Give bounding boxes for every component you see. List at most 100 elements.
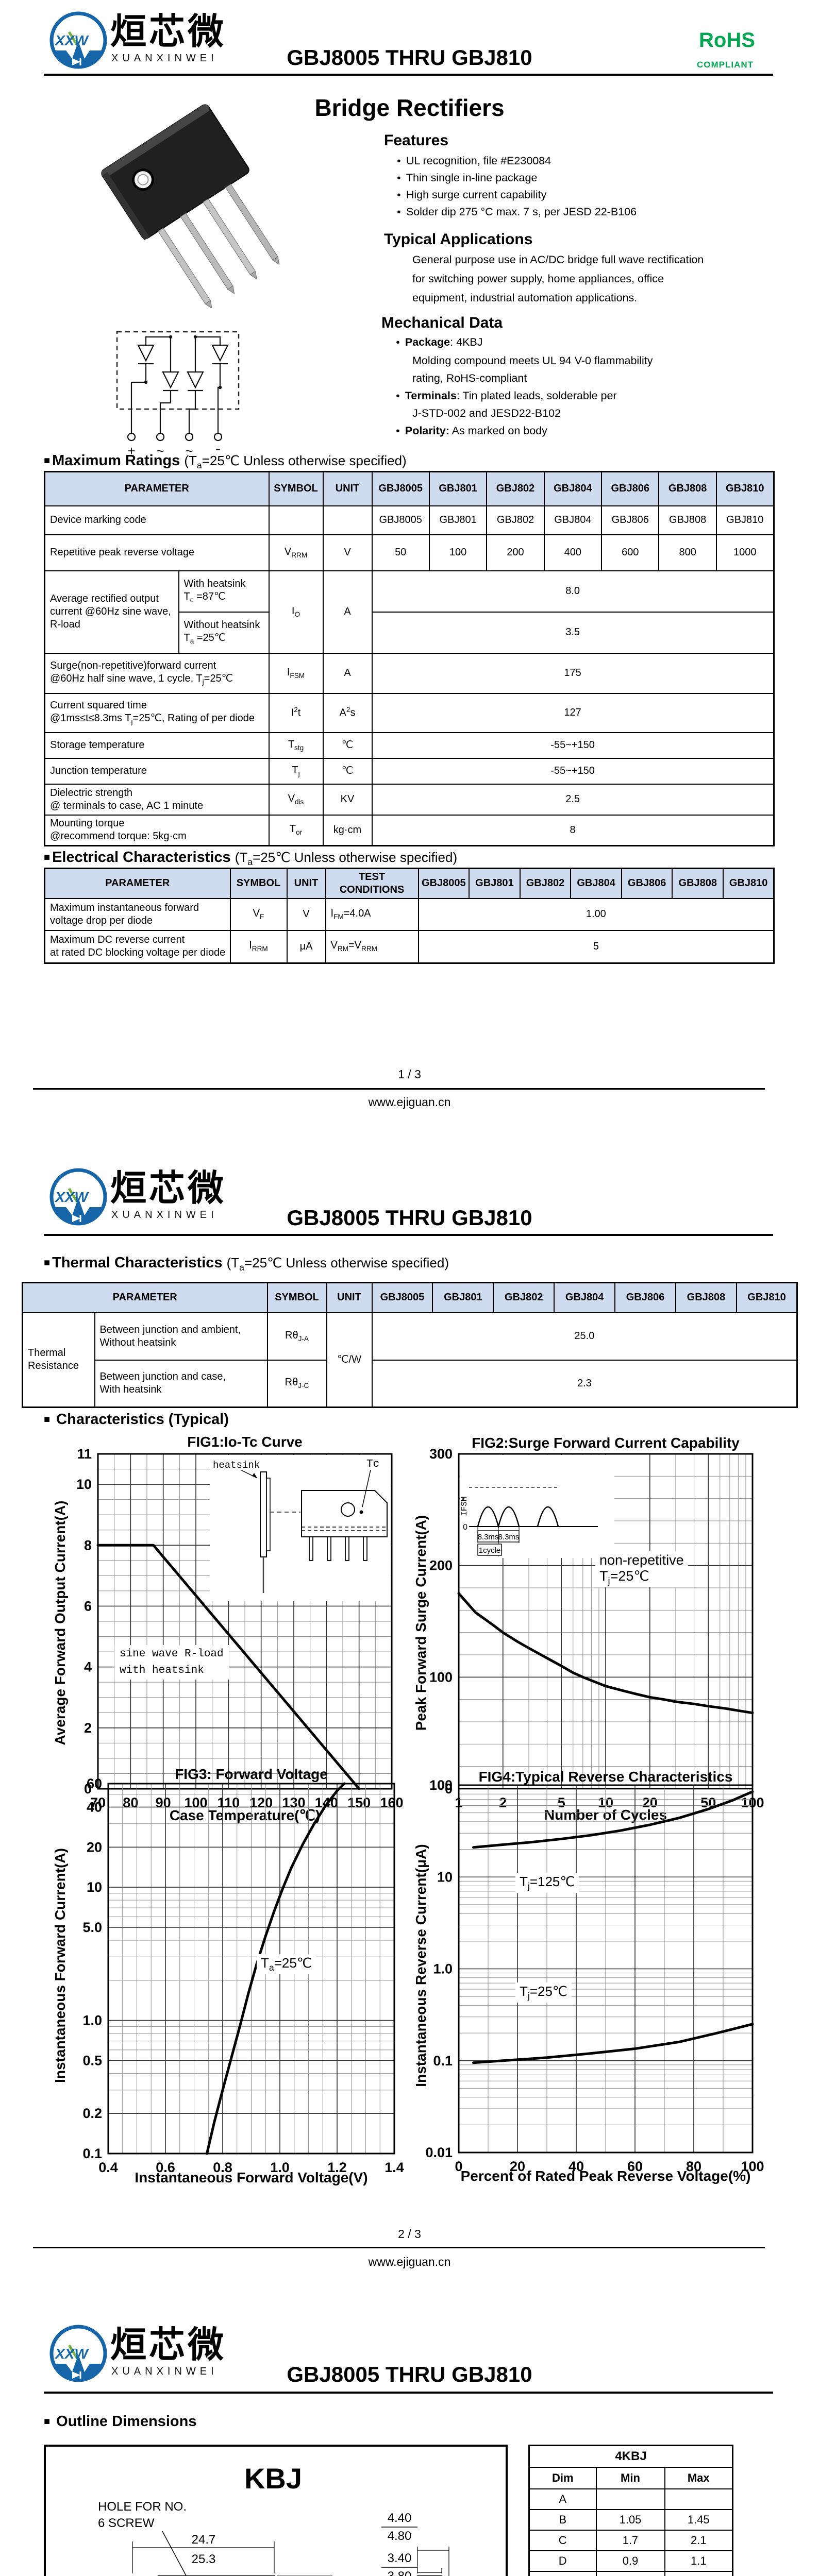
table-header-cell: PARAMETER (44, 471, 270, 506)
table-header-cell: Max (664, 2466, 733, 2489)
ifsm-label: IFSM (460, 1497, 469, 1516)
logo-block: XXW (47, 9, 109, 76)
table-cell: A2s (322, 692, 373, 733)
brand-name-en: XUANXINWEI (111, 2366, 218, 2377)
svg-text:300: 300 (429, 1446, 453, 1462)
outline-heading: ■ Outline Dimensions (44, 2413, 197, 2430)
fig3-chart: 0.4 0.6 0.8 1.0 1.2 1.4 0.1 0.2 0.5 1.0 5.0 10 20 40 6… (82, 1777, 404, 2175)
table-cell: 1.00 (417, 897, 775, 931)
table-cell: 50 (371, 534, 430, 571)
logo-monogram: XXW (54, 2346, 89, 2362)
package-name-label: KBJ (244, 2462, 302, 2495)
svg-text:60: 60 (87, 1777, 102, 1791)
mechanical-item-line: rating, RoHS-compliant (412, 372, 527, 384)
bullet-icon: ● (397, 191, 401, 198)
svg-text:80: 80 (686, 2159, 701, 2174)
table-cell: GBJ802 (486, 505, 545, 535)
svg-text:0.2: 0.2 (82, 2106, 102, 2121)
dim-max: 3.80 (388, 2569, 412, 2576)
table-header-cell: GBJ806 (614, 1282, 676, 1313)
doc-title: GBJ8005 THRU GBJ810 (287, 1206, 532, 1230)
table-header-cell: GBJ808 (675, 1282, 737, 1313)
svg-text:90: 90 (156, 1795, 171, 1810)
table-header-cell: GBJ810 (715, 471, 775, 506)
website-link-wrap: www.ejiguan.cn (0, 1095, 819, 1109)
electrical-table: PARAMETER SYMBOL UNIT TEST CONDITIONS GBJ80… (44, 868, 775, 964)
table-cell: Maximum instantaneous forward voltage dro… (44, 897, 231, 931)
tc-label: Tc (366, 1459, 379, 1470)
table-cell: kg·cm (322, 814, 373, 846)
brand-name-cn: 烜芯微 (110, 11, 226, 52)
table-header-cell: GBJ8005 (371, 471, 430, 506)
features-title: Features (384, 132, 449, 149)
page-1: XXW 烜芯微 XUANXINWEI GBJ8005 THRU GBJ810 R… (0, 0, 819, 1157)
outline-drawing: KBJ HOLE FOR NO. 6 SCREW + ~ ~ - (44, 2445, 508, 2576)
svg-text:160: 160 (380, 1795, 403, 1810)
website-link[interactable]: www.ejiguan.cn (368, 2255, 451, 2268)
table-cell: 3.5 (371, 611, 775, 654)
table-header-cell: GBJ804 (543, 471, 603, 506)
bullet-icon: ● (396, 392, 400, 399)
svg-text:10: 10 (437, 1869, 453, 1885)
brand-name-en: XUANXINWEI (111, 53, 218, 64)
svg-text:5: 5 (558, 1795, 565, 1810)
table-cell: 2.3 (371, 1359, 798, 1408)
table-cell: 200 (486, 534, 545, 571)
feature-item: ● Thin single in-line package (397, 172, 538, 184)
pulse-width-label: 8.3ms (478, 1533, 499, 1541)
fig4-note-25: Tj=25℃ (515, 1982, 572, 2003)
table-cell: GBJ8005 (371, 505, 430, 535)
svg-text:0.4: 0.4 (98, 2160, 118, 2175)
mechanical-item-line: Molding compound meets UL 94 V-0 flammab… (412, 354, 653, 367)
table-cell: Junction temperature (44, 757, 270, 785)
table-cell: GBJ804 (543, 505, 603, 535)
table-header-cell: GBJ802 (493, 1282, 555, 1313)
dim-max: 25.3 (192, 2552, 216, 2566)
applications-text-line: equipment, industrial automation applica… (412, 292, 638, 304)
fig3-note: Ta=25℃ (257, 1954, 316, 1975)
table-cell: Vdis (268, 783, 324, 816)
fig2-title: FIG2:Surge Forward Current Capability (472, 1435, 740, 1451)
dimension-table: 4KBJ Dim Min Max A B 1.05 1.45 C 1.7 2.1 D 0.9 1… (528, 2445, 734, 2576)
table-cell: Average rectified output current @60Hz si… (44, 570, 179, 654)
logo-block: XXW (47, 1166, 109, 1233)
table-cell: 1.1 (664, 2550, 733, 2572)
svg-text:10: 10 (87, 1879, 102, 1895)
table-cell: 1.05 (595, 2509, 665, 2531)
fig1-heatsink-inset: heatsink Tc (210, 1455, 391, 1601)
table-header-cell: 4KBJ (528, 2445, 733, 2468)
website-link[interactable]: www.ejiguan.cn (368, 1095, 451, 1109)
svg-text:1.2: 1.2 (327, 2160, 347, 2175)
table-cell: Without heatsink Ta =25℃ (178, 611, 270, 654)
table-cell: Mounting torque @recommend torque: 5kg·cm (44, 814, 270, 846)
bullet-icon: ● (397, 208, 401, 215)
table-header-cell: GBJ808 (658, 471, 717, 506)
dim-min: 3.40 (388, 2551, 412, 2565)
table-cell: 25.0 (371, 1312, 798, 1361)
table-cell: 7.7 (664, 2570, 733, 2576)
fig1-title: FIG1:Io-Tc Curve (187, 1434, 303, 1450)
heatsink-label: heatsink (213, 1460, 260, 1471)
company-logo-icon: XXW (49, 2325, 107, 2382)
table-cell: -55~+150 (371, 732, 775, 759)
table-cell: -55~+150 (371, 757, 775, 785)
table-cell: GBJ806 (601, 505, 660, 535)
schematic-terminal-label: ~ (185, 443, 193, 459)
table-cell: V (286, 897, 326, 931)
website-link-wrap: www.ejiguan.cn (0, 2255, 819, 2269)
svg-text:40: 40 (569, 2159, 584, 2174)
pulse-width-label: 8.3ms (498, 1533, 520, 1541)
table-header-cell: Min (595, 2466, 665, 2489)
table-cell (268, 505, 324, 535)
page-3: XXW 烜芯微 XUANXINWEI GBJ8005 THRU GBJ810 ■… (0, 2313, 819, 2576)
fig3-y-axis-title: Instantaneous Forward Current(A) (52, 1848, 68, 2083)
svg-text:130: 130 (282, 1795, 305, 1810)
rohs-compliant-label: COMPLIANT (697, 60, 754, 70)
table-header-cell: GBJ810 (736, 1282, 798, 1313)
svg-text:1.0: 1.0 (270, 2160, 290, 2175)
bridge-schematic: + ~ ~ - (116, 331, 240, 459)
table-cell: A (528, 2488, 597, 2510)
svg-text:120: 120 (249, 1795, 273, 1810)
